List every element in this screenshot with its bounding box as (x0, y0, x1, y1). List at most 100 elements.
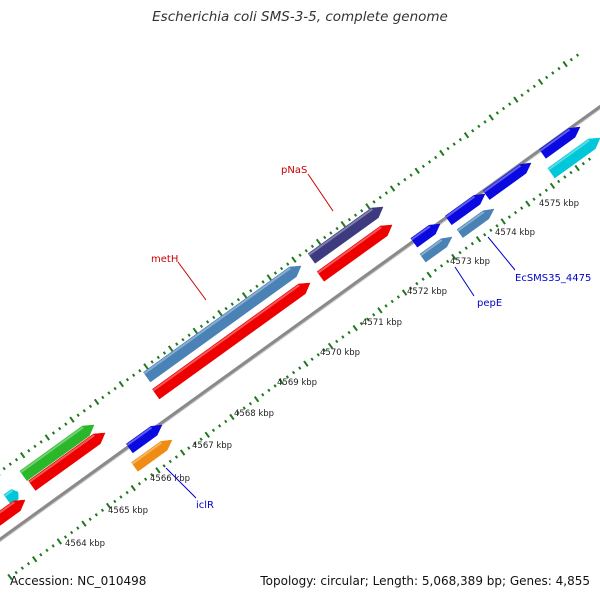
outer-tick (187, 333, 191, 337)
scale-label: 4572 kbp (407, 287, 447, 297)
inner-tick (365, 317, 370, 321)
gene-arrow (28, 432, 106, 491)
inner-tick (278, 378, 284, 385)
scale-label: 4573 kbp (450, 257, 490, 267)
inner-tick (14, 570, 18, 575)
outer-tick (389, 185, 396, 192)
gene-arrow-highlight (420, 239, 443, 257)
inner-tick (557, 179, 561, 184)
inner-tick (335, 339, 339, 344)
gene-arrow (0, 499, 26, 526)
outer-tick (458, 137, 462, 142)
inner-tick (574, 164, 580, 172)
outer-tick (236, 297, 241, 302)
inner-tick (291, 370, 296, 375)
outer-tick (64, 422, 68, 426)
outer-tick (273, 271, 278, 275)
scale-labels: 4564 kbp 4565 kbp 4566 kbp 4567 kbp 4568 kbp… (65, 199, 579, 549)
inner-tick (525, 200, 531, 207)
outer-tick (323, 235, 327, 240)
outer-tick (249, 289, 253, 293)
inner-tick (384, 304, 388, 308)
inner-tick (549, 182, 556, 190)
inner-tick (150, 473, 154, 477)
outer-tick (156, 355, 160, 360)
outer-tick (427, 160, 432, 164)
outer-tick (39, 440, 43, 444)
gene-arrow (307, 206, 384, 264)
outer-tick (131, 373, 136, 377)
outer-tick (175, 342, 179, 346)
inner-tick (199, 437, 203, 441)
outer-tick (261, 280, 265, 284)
outer-tick (551, 71, 555, 75)
inner-tick (236, 410, 240, 415)
inner-tick (94, 513, 98, 517)
outer-tick (508, 102, 512, 106)
outer-tick (384, 191, 389, 195)
outer-tick (347, 217, 352, 222)
scale-label: 4570 kbp (320, 348, 360, 358)
inner-tick (105, 502, 112, 510)
gene-arrow (547, 137, 600, 179)
outer-tick (329, 231, 333, 235)
inner-tick (20, 566, 24, 570)
outer-tick (14, 457, 19, 462)
outer-tick (76, 413, 80, 417)
outer-tick (107, 391, 111, 395)
outer-tick (526, 89, 530, 93)
outer-tick (286, 262, 290, 266)
outer-tick (291, 256, 297, 263)
inner-tick (341, 335, 345, 339)
gene-arrow (152, 282, 311, 400)
inner-tick (113, 499, 117, 504)
outer-tick (138, 369, 142, 373)
outer-tick (520, 93, 524, 97)
outer-tick (230, 302, 234, 306)
inner-tick (532, 197, 536, 201)
gene-arrow-highlight (143, 267, 291, 375)
outer-tick (304, 249, 308, 253)
inner-tick (26, 561, 31, 566)
inner-tick (63, 535, 68, 539)
inner-tick (285, 375, 290, 379)
inner-tick (45, 548, 49, 553)
outer-tick (150, 360, 154, 364)
inner-tick (409, 286, 413, 290)
inner-tick (433, 268, 438, 273)
inner-tick (426, 271, 432, 278)
outer-tick (8, 462, 12, 466)
outer-tick (82, 409, 86, 413)
gene-arrow (419, 236, 453, 263)
inner-tick (421, 277, 425, 281)
gene-label-pNaS-text: pNaS (281, 165, 307, 176)
inner-tick (563, 175, 567, 179)
gene-arrow-highlight (411, 225, 431, 241)
inner-tick (390, 299, 394, 304)
gene-arrow-highlight (457, 211, 485, 232)
outer-tick (266, 274, 272, 281)
outer-tick (446, 146, 450, 151)
outer-tick (199, 324, 204, 329)
outer-tick (69, 416, 75, 423)
inner-tick (248, 401, 253, 406)
inner-tick (174, 455, 179, 459)
gene-arrow-highlight (548, 139, 590, 171)
inner-tick (143, 477, 148, 481)
outer-tick (414, 167, 420, 174)
gene-arrow-highlight (317, 226, 382, 274)
inner-tick (155, 467, 161, 474)
gene-arrow-highlight (308, 208, 373, 256)
inner-tick (396, 295, 401, 299)
outer-tick (88, 404, 93, 409)
outer-tick (27, 449, 31, 453)
inner-tick (130, 484, 136, 492)
inner-tick (372, 313, 376, 317)
inner-tick (70, 530, 74, 535)
outer-tick (545, 75, 549, 80)
gene-arrow-highlight (28, 434, 95, 483)
inner-tick (415, 281, 419, 286)
outer-tick (51, 431, 56, 435)
gene-arrow (539, 126, 581, 159)
gene-label-metH-text: metH (151, 254, 178, 265)
